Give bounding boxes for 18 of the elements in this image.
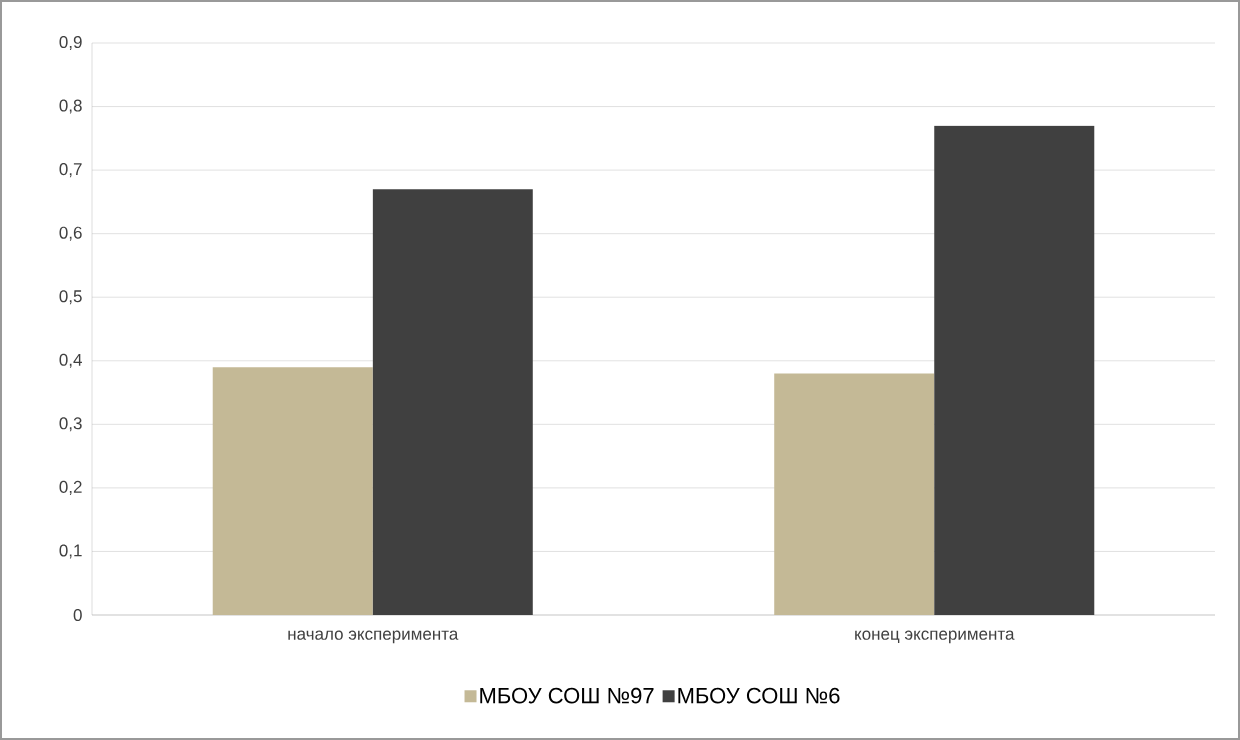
bar [774, 373, 935, 615]
y-tick-label: 0,5 [59, 290, 82, 305]
y-tick-label: 0,4 [59, 353, 82, 368]
y-tick-label: 0,6 [59, 226, 82, 241]
legend-label: МБОУ СОШ №6 [678, 687, 840, 704]
y-tick-label: 0,1 [59, 544, 82, 559]
y-tick-label: 0,7 [59, 163, 82, 178]
y-tick-label: 0,2 [59, 480, 82, 495]
y-tick-label: 0,9 [59, 35, 82, 51]
y-tick-label: 0,3 [59, 417, 82, 432]
bar [212, 367, 373, 615]
legend-label: МБОУ СОШ №97 [480, 687, 654, 704]
bar [372, 189, 533, 615]
y-tick-label: 0,8 [59, 99, 82, 114]
bar [934, 125, 1095, 615]
x-tick-label: начало эксперимента [288, 630, 459, 644]
y-tick-label: 0 [73, 608, 82, 622]
x-tick-label: конец эксперимента [855, 630, 1015, 644]
